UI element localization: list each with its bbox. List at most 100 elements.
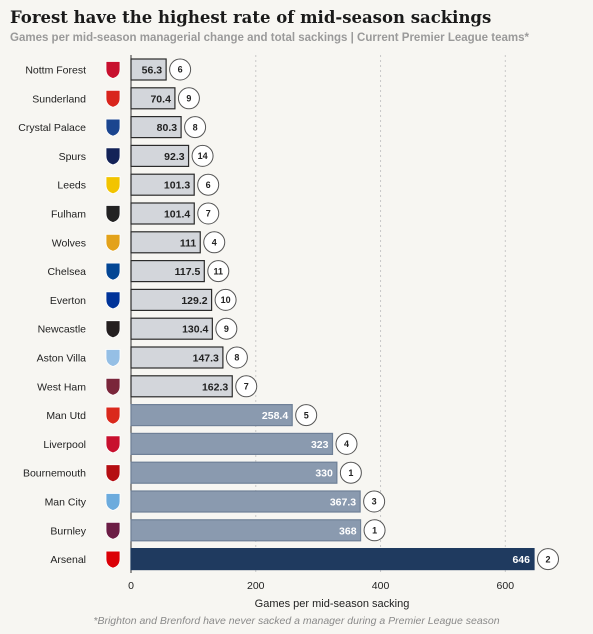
team-crest-icon — [105, 493, 121, 511]
bar — [130, 58, 167, 81]
bar-value-label: 111 — [180, 237, 197, 249]
bar — [130, 288, 213, 311]
team-crest-icon — [105, 233, 121, 252]
team-crest-icon — [105, 377, 121, 396]
sackings-count-label: 2 — [545, 554, 550, 564]
bar-value-label: 258.4 — [262, 410, 288, 422]
team-label: Leeds — [57, 180, 86, 192]
team-label: Arsenal — [50, 554, 86, 566]
bar — [130, 260, 205, 283]
bar — [130, 346, 224, 369]
team-label: Bournemouth — [23, 468, 86, 480]
bar-value-label: 70.4 — [150, 93, 171, 105]
bar — [130, 375, 233, 398]
sackings-count-label: 9 — [186, 94, 191, 104]
team-crest-icon — [105, 147, 121, 166]
team-crest-icon — [105, 406, 121, 425]
team-crest-icon — [105, 61, 121, 79]
chart-title: Forest have the highest rate of mid-seas… — [10, 8, 492, 27]
team-crest-icon — [105, 291, 121, 310]
bar-value-label: 162.3 — [202, 381, 228, 393]
sackings-circle — [197, 173, 220, 196]
bar — [130, 404, 293, 427]
sackings-count-label: 14 — [198, 151, 208, 161]
team-label: Aston Villa — [37, 353, 87, 365]
bar — [130, 87, 176, 110]
sackings-count-label: 4 — [344, 439, 349, 449]
sackings-count-label: 8 — [193, 122, 198, 132]
bar-value-label: 101.4 — [164, 209, 190, 221]
x-axis-title: Games per mid-season sacking — [255, 598, 410, 610]
team-label: Chelsea — [47, 266, 86, 278]
sackings-circle — [197, 202, 220, 225]
sackings-count-label: 7 — [206, 209, 211, 219]
sackings-count-label: 6 — [178, 65, 183, 75]
team-crest-icon — [105, 262, 121, 281]
bar-value-label: 130.4 — [182, 324, 208, 336]
bar-value-label: 56.3 — [142, 65, 163, 77]
bar-value-label: 80.3 — [157, 122, 178, 134]
sackings-circle — [537, 548, 559, 571]
team-crest-icon — [105, 118, 121, 137]
sackings-count-label: 3 — [372, 497, 377, 507]
sackings-count-label: 10 — [221, 295, 231, 305]
sackings-count-label: 5 — [304, 410, 309, 420]
bar-value-label: 323 — [311, 439, 329, 451]
team-crest-icon — [105, 89, 121, 108]
team-label: West Ham — [37, 381, 86, 393]
sackings-circle — [207, 260, 230, 283]
footnote: *Brighton and Brenford have never sacked… — [93, 615, 500, 627]
sackings-circle — [339, 461, 362, 484]
x-tick-label: 600 — [497, 580, 515, 592]
chart-subtitle: Games per mid-season managerial change a… — [10, 32, 529, 44]
sackings-circle — [215, 317, 238, 340]
team-label: Newcastle — [38, 324, 87, 336]
bar — [130, 231, 201, 254]
team-label: Burnley — [50, 525, 86, 537]
team-label: Liverpool — [43, 439, 86, 451]
team-crest-icon — [105, 464, 121, 483]
team-label: Wolves — [52, 237, 86, 249]
sackings-circle — [169, 58, 192, 81]
team-crest-icon — [105, 550, 121, 569]
x-tick-label: 200 — [247, 580, 265, 592]
bar — [130, 490, 361, 513]
team-label: Nottm Forest — [25, 65, 86, 77]
sackings-circle — [177, 87, 200, 110]
bar-value-label: 646 — [512, 554, 530, 566]
team-crest-icon — [105, 176, 121, 195]
bar-value-label: 101.3 — [164, 180, 190, 192]
bar — [130, 115, 182, 139]
sackings-circle — [214, 288, 237, 311]
bar — [130, 317, 213, 340]
sackings-circle — [225, 346, 248, 369]
team-crest-icon — [105, 349, 121, 367]
bar — [130, 432, 334, 455]
sackings-circle — [363, 519, 386, 542]
team-label: Man Utd — [46, 410, 86, 422]
team-crest-icon — [105, 320, 121, 339]
bar — [130, 461, 338, 484]
sackings-count-label: 6 — [206, 180, 211, 190]
sackings-circle — [295, 404, 318, 427]
bar — [130, 202, 195, 225]
sackings-circle — [363, 490, 386, 513]
sackings-count-label: 11 — [214, 266, 224, 276]
sackings-count-label: 9 — [224, 324, 229, 334]
bar — [130, 547, 535, 571]
team-label: Fulham — [51, 209, 86, 221]
team-crest-icon — [105, 205, 121, 223]
x-tick-label: 0 — [128, 580, 134, 592]
bar-value-label: 330 — [315, 468, 333, 480]
sackings-circle — [184, 116, 207, 139]
sackings-circle — [335, 432, 358, 455]
team-label: Man City — [45, 497, 87, 509]
team-label: Spurs — [59, 151, 86, 163]
sackings-circle — [203, 231, 226, 254]
team-label: Sunderland — [32, 93, 86, 105]
sackings-count-label: 8 — [234, 353, 239, 363]
bar — [130, 173, 195, 196]
bar — [130, 144, 190, 167]
bar-value-label: 92.3 — [164, 151, 185, 163]
